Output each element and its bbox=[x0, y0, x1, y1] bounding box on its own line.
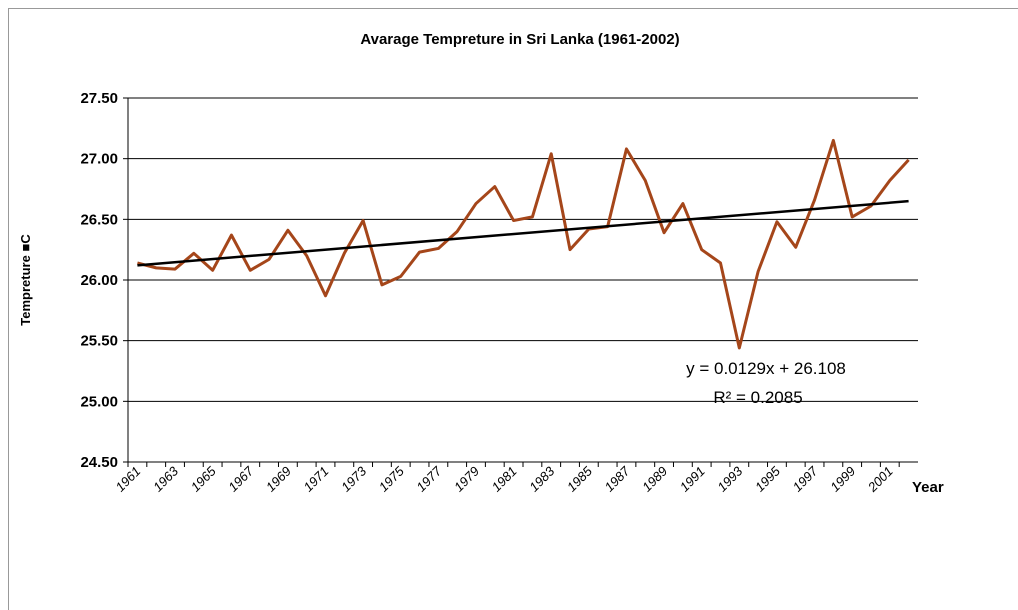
y-tick-label: 27.00 bbox=[80, 151, 118, 168]
y-tick-label: 27.50 bbox=[80, 90, 118, 107]
y-tick-label: 26.50 bbox=[80, 211, 118, 228]
chart-frame bbox=[8, 8, 1018, 610]
y-tick-label: 24.50 bbox=[80, 454, 118, 471]
trend-equation: y = 0.0129x + 26.108 bbox=[686, 359, 846, 378]
y-tick-label: 25.50 bbox=[80, 333, 118, 350]
trend-r-squared: R² = 0.2085 bbox=[713, 388, 802, 407]
y-tick-label: 26.00 bbox=[80, 272, 118, 289]
y-axis-label: Tempreture ■C bbox=[18, 234, 33, 326]
x-axis-label: Year bbox=[912, 479, 944, 496]
y-tick-label: 25.00 bbox=[80, 393, 118, 410]
data-line bbox=[137, 138, 910, 350]
trendline bbox=[137, 199, 909, 267]
chart-title: Avarage Tempreture in Sri Lanka (1961-20… bbox=[360, 31, 679, 48]
